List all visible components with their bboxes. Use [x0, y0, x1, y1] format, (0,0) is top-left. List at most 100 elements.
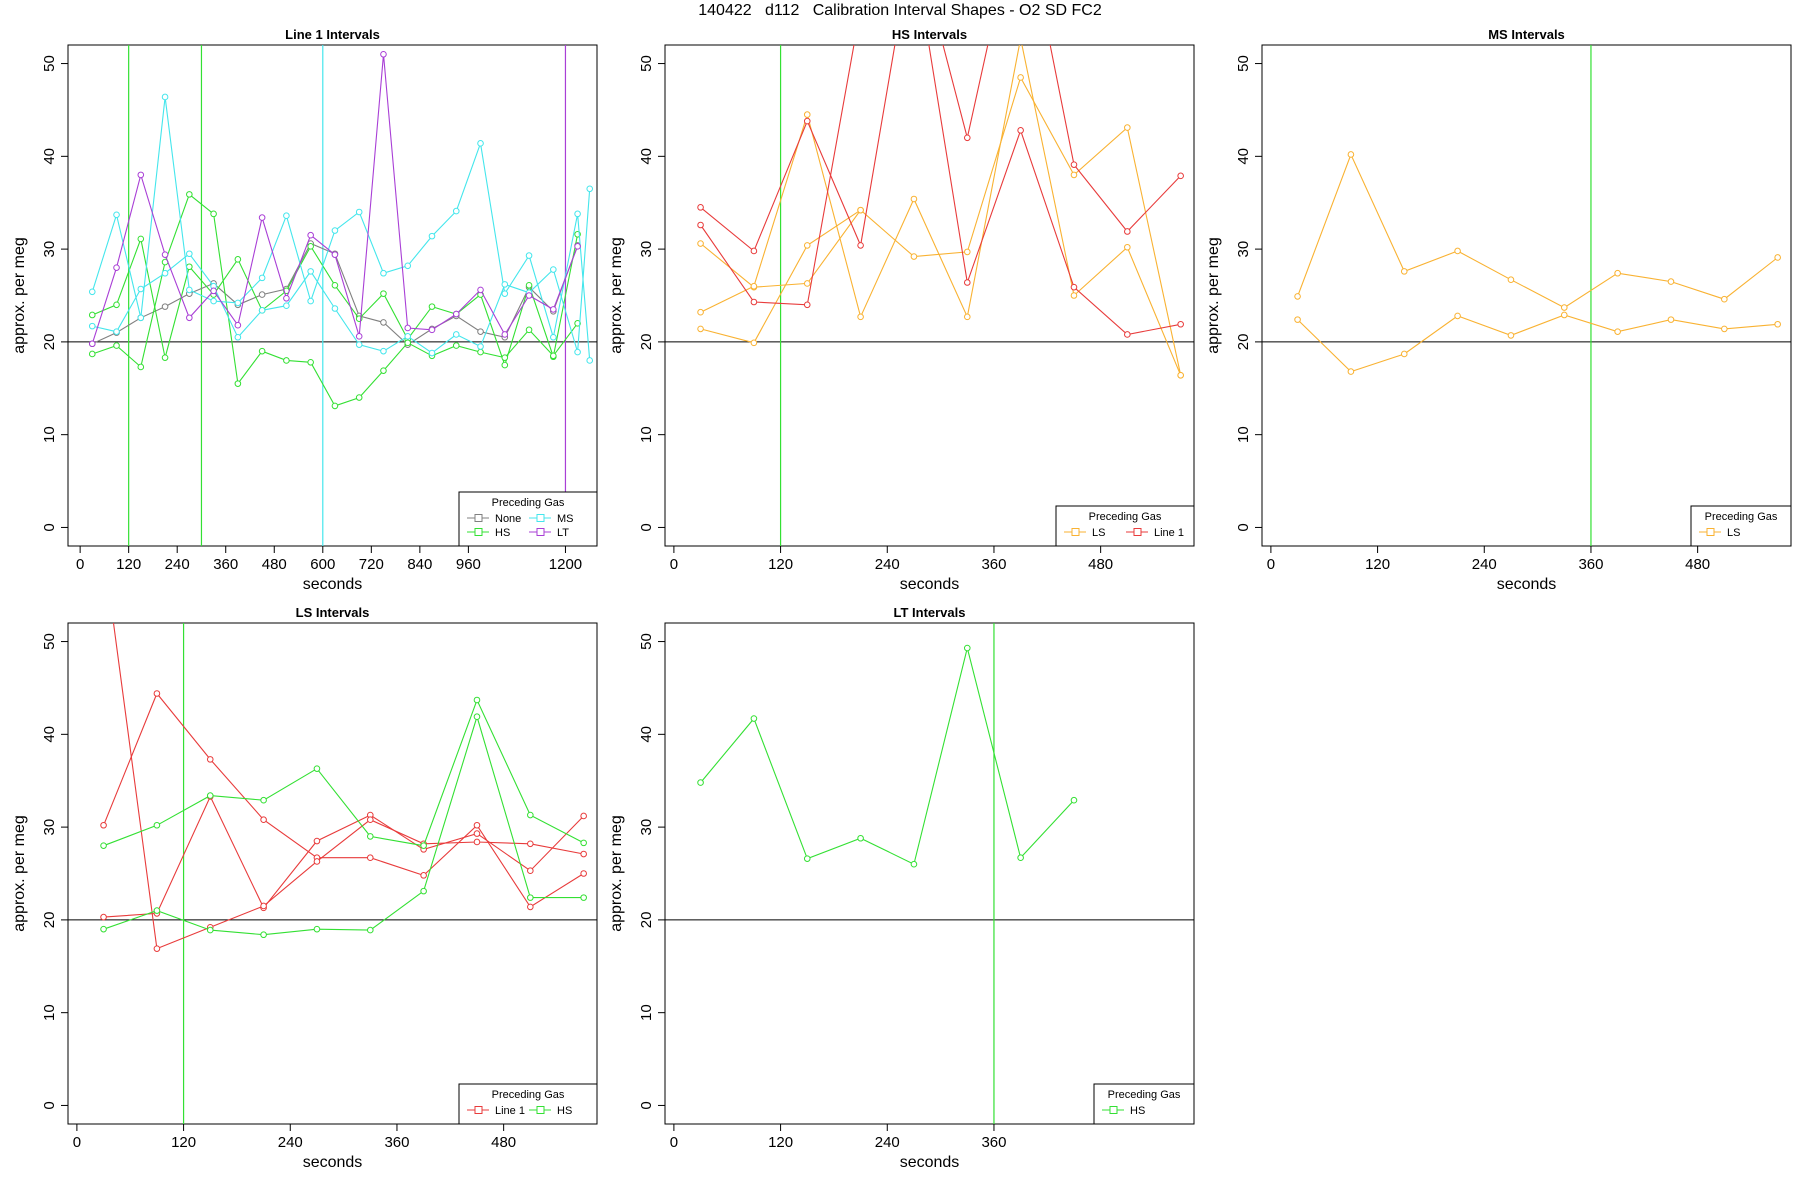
x-tick-label: 840: [407, 556, 432, 573]
data-point: [380, 269, 387, 277]
series-line: [103, 714, 584, 936]
data-point: [527, 867, 534, 875]
legend-swatch-marker: [536, 528, 545, 536]
x-tick-label: 480: [1088, 556, 1113, 573]
legend-entry-label: Line 1: [495, 1105, 525, 1117]
data-point: [910, 860, 918, 868]
legend-box: [458, 1083, 598, 1125]
y-tick-label: 20: [638, 334, 655, 351]
x-tick-label: 360: [981, 556, 1006, 573]
y-tick-label: 40: [41, 726, 58, 743]
legend-title: Preceding Gas: [1108, 1089, 1181, 1101]
data-point: [501, 361, 509, 369]
data-point: [452, 331, 460, 338]
legend-title: Preceding Gas: [492, 497, 565, 509]
data-point: [113, 328, 120, 335]
data-point: [234, 299, 242, 307]
data-point: [161, 93, 169, 101]
data-point: [527, 811, 534, 819]
data-point: [580, 850, 587, 858]
legend-swatch-marker: [474, 514, 483, 522]
data-point: [525, 252, 533, 259]
y-tick-label: 0: [638, 1101, 655, 1109]
data-point: [331, 402, 339, 410]
legend: Preceding Gas Line 1 HS: [458, 1083, 598, 1125]
data-point: [186, 191, 193, 198]
x-tick-label: 360: [384, 1134, 409, 1151]
y-tick-label: 10: [1235, 426, 1252, 443]
data-point: [88, 340, 96, 348]
data-point: [1507, 332, 1515, 339]
data-point: [331, 281, 339, 289]
legend-title: Preceding Gas: [1705, 511, 1778, 523]
data-point: [234, 256, 242, 263]
data-point: [428, 303, 436, 310]
data-point: [404, 333, 412, 340]
data-point: [550, 306, 557, 313]
data-point: [210, 287, 217, 295]
data-point: [186, 263, 193, 271]
y-tick-label: 10: [638, 1004, 655, 1021]
data-point: [1294, 316, 1301, 323]
data-point: [750, 282, 758, 290]
chart-title: Line 1 Intervals: [285, 27, 380, 42]
x-axis-label: seconds: [900, 576, 960, 593]
y-tick-label: 0: [638, 523, 655, 531]
data-point: [137, 314, 145, 322]
x-tick-label: 120: [171, 1134, 196, 1151]
data-point: [161, 251, 169, 258]
x-tick-label: 120: [768, 556, 793, 573]
data-point: [404, 339, 412, 347]
chart-title: HS Intervals: [892, 27, 967, 42]
x-tick-label: 1200: [549, 556, 582, 573]
series-line: [700, 45, 1181, 336]
data-point: [477, 343, 484, 350]
data-point: [1400, 350, 1408, 358]
data-point: [1560, 304, 1568, 311]
x-tick-label: 360: [981, 1134, 1006, 1151]
data-point: [452, 310, 460, 318]
legend-entry-label: LS: [1727, 527, 1740, 539]
y-tick-label: 30: [41, 241, 58, 258]
data-point: [803, 280, 811, 287]
y-tick-label: 40: [1235, 148, 1252, 165]
x-tick-label: 0: [1267, 556, 1275, 573]
y-tick-label: 10: [41, 426, 58, 443]
data-point: [283, 212, 290, 220]
y-axis-label: approx. per meg: [1205, 237, 1222, 354]
data-point: [477, 348, 484, 356]
data-point: [477, 140, 484, 147]
data-point: [307, 231, 314, 239]
x-tick-label: 240: [875, 1134, 900, 1151]
chart-panel-1: Line 1 Intervals 0 10 20 30 40 50 approx. per m…: [11, 27, 598, 593]
data-point: [697, 240, 704, 247]
data-point: [527, 840, 534, 848]
y-tick-label: 0: [41, 523, 58, 531]
data-point: [501, 354, 509, 361]
x-axis-label: seconds: [900, 1154, 960, 1171]
legend-swatch-marker: [1706, 528, 1715, 536]
data-point: [501, 331, 509, 338]
data-point: [307, 268, 314, 275]
data-point: [1454, 247, 1461, 255]
x-axis-label: seconds: [303, 576, 363, 593]
data-point: [963, 313, 971, 321]
data-point: [473, 821, 481, 829]
legend: Preceding Gas None MS HS LT: [458, 491, 598, 547]
chart-panel-5: LT Intervals 0 10 20 30 40 50 approx. per meg 0 1…: [608, 605, 1195, 1171]
legend-box: [1055, 505, 1195, 547]
data-point: [307, 297, 314, 305]
y-tick-label: 30: [1235, 241, 1252, 258]
data-point: [910, 195, 918, 203]
plot-area: [68, 45, 597, 546]
data-point: [473, 830, 481, 837]
data-point: [803, 855, 811, 862]
chart-panel-3: MS Intervals 0 10 20 30 40 50 approx. per meg 0 1…: [1205, 27, 1792, 593]
data-point: [803, 242, 811, 249]
data-point: [574, 243, 581, 250]
x-tick-label: 0: [73, 1134, 81, 1151]
data-point: [501, 290, 509, 297]
data-point: [1721, 295, 1728, 303]
x-tick-label: 240: [165, 556, 190, 573]
